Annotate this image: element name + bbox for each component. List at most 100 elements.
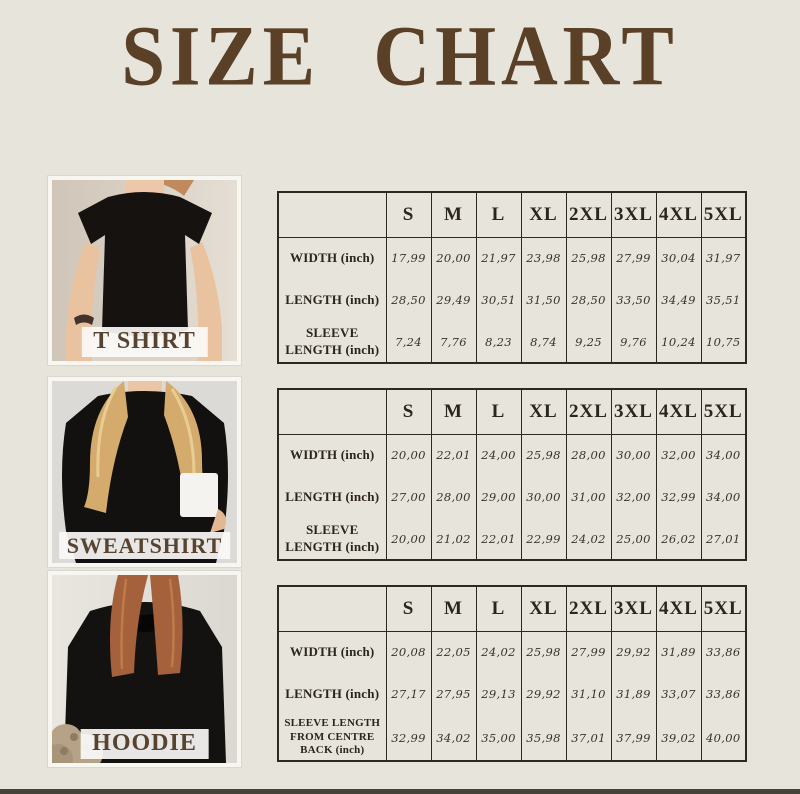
measurement-cell: 10,24 (655, 321, 702, 363)
measurement-cell: 22,01 (475, 518, 522, 560)
bottom-edge-strip (0, 789, 800, 794)
measurement-cell: 20,00 (385, 434, 432, 476)
measurement-cell: 40,00 (700, 715, 747, 761)
measurement-cell: 27,95 (430, 673, 477, 715)
size-header-m: M (430, 192, 477, 238)
measurement-cell: 22,05 (430, 631, 477, 673)
measurement-cell: 29,92 (610, 631, 657, 673)
width-row: WIDTH (inch) 20,00 22,01 24,00 25,98 28,… (277, 434, 747, 476)
size-header-s: S (385, 389, 432, 435)
measurement-cell: 24,00 (475, 434, 522, 476)
measurement-cell: 7,24 (385, 321, 432, 363)
product-photo-tshirt: T SHIRT (48, 176, 241, 365)
measurement-cell: 25,98 (520, 434, 567, 476)
measurement-cell: 29,00 (475, 476, 522, 518)
measurement-cell: 30,00 (610, 434, 657, 476)
measurement-cell: 25,98 (520, 631, 567, 673)
corner-cell (277, 586, 387, 632)
product-photo-hoodie: HOODIE (48, 571, 241, 767)
measurement-cell: 28,50 (565, 279, 612, 321)
size-header-m: M (430, 586, 477, 632)
size-header-5xl: 5XL (700, 389, 747, 435)
measurement-cell: 17,99 (385, 237, 432, 279)
row-label: WIDTH (inch) (277, 237, 387, 279)
size-header-s: S (385, 192, 432, 238)
hair-highlights (120, 578, 175, 670)
measurement-cell: 33,50 (610, 279, 657, 321)
size-table-sweatshirt: S M L XL 2XL 3XL 4XL 5XL WIDTH (inch) 20… (277, 388, 747, 561)
measurement-cell: 28,00 (565, 434, 612, 476)
measurement-cell: 25,98 (565, 237, 612, 279)
dog-speckle (60, 747, 68, 755)
measurement-cell: 10,75 (700, 321, 747, 363)
measurement-cell: 22,99 (520, 518, 567, 560)
measurement-cell: 27,99 (565, 631, 612, 673)
row-label: LENGTH (inch) (277, 279, 387, 321)
measurement-cell: 33,86 (700, 673, 747, 715)
measurement-cell: 32,00 (655, 434, 702, 476)
measurement-cell: 28,00 (430, 476, 477, 518)
measurement-cell: 27,99 (610, 237, 657, 279)
product-label-sweatshirt: SWEATSHIRT (58, 531, 231, 559)
measurement-cell: 27,00 (385, 476, 432, 518)
size-header-xl: XL (520, 389, 567, 435)
measurement-cell: 8,23 (475, 321, 522, 363)
size-header-xl: XL (520, 586, 567, 632)
measurement-cell: 24,02 (565, 518, 612, 560)
size-header-4xl: 4XL (655, 192, 702, 238)
neck-skin (128, 381, 162, 394)
measurement-cell: 7,76 (430, 321, 477, 363)
measurement-cell: 34,02 (430, 715, 477, 761)
hoodie-shape (64, 602, 226, 763)
measurement-cell: 33,86 (700, 631, 747, 673)
row-label: SLEEVE LENGTH (inch) (277, 518, 387, 560)
length-row: LENGTH (inch) 27,17 27,95 29,13 29,92 31… (277, 673, 747, 715)
size-header-4xl: 4XL (655, 389, 702, 435)
measurement-cell: 9,76 (610, 321, 657, 363)
size-header-l: L (475, 389, 522, 435)
page-title: SIZE CHART (121, 8, 679, 104)
measurement-cell: 20,08 (385, 631, 432, 673)
measurement-cell: 26,02 (655, 518, 702, 560)
measurement-cell: 20,00 (385, 518, 432, 560)
measurement-cell: 34,00 (700, 434, 747, 476)
measurement-cell: 33,07 (655, 673, 702, 715)
row-label: LENGTH (inch) (277, 673, 387, 715)
size-header-5xl: 5XL (700, 586, 747, 632)
size-header-2xl: 2XL (565, 389, 612, 435)
measurement-cell: 23,98 (520, 237, 567, 279)
width-row: WIDTH (inch) 17,99 20,00 21,97 23,98 25,… (277, 237, 747, 279)
right-arm-skin (190, 242, 222, 361)
measurement-cell: 39,02 (655, 715, 702, 761)
row-label: LENGTH (inch) (277, 476, 387, 518)
size-header-s: S (385, 586, 432, 632)
size-header-4xl: 4XL (655, 586, 702, 632)
size-header-row: S M L XL 2XL 3XL 4XL 5XL (277, 192, 747, 238)
measurement-cell: 31,97 (700, 237, 747, 279)
measurement-cell: 29,49 (430, 279, 477, 321)
size-header-2xl: 2XL (565, 586, 612, 632)
hair-highlights (96, 386, 196, 478)
corner-cell (277, 192, 387, 238)
measurement-cell: 35,98 (520, 715, 567, 761)
row-label: SLEEVE LENGTH (inch) (277, 321, 387, 363)
width-row: WIDTH (inch) 20,08 22,05 24,02 25,98 27,… (277, 631, 747, 673)
row-label: WIDTH (inch) (277, 631, 387, 673)
measurement-cell: 31,50 (520, 279, 567, 321)
measurement-cell: 24,02 (475, 631, 522, 673)
measurement-cell: 31,89 (655, 631, 702, 673)
dog-speckle (70, 733, 78, 741)
measurement-cell: 32,99 (655, 476, 702, 518)
size-header-l: L (475, 192, 522, 238)
size-header-xl: XL (520, 192, 567, 238)
size-table-tshirt: S M L XL 2XL 3XL 4XL 5XL WIDTH (inch) 17… (277, 191, 747, 364)
size-header-2xl: 2XL (565, 192, 612, 238)
mug-shape (180, 473, 218, 517)
hair-left (84, 381, 128, 513)
measurement-cell: 9,25 (565, 321, 612, 363)
measurement-cell: 29,92 (520, 673, 567, 715)
corner-cell (277, 389, 387, 435)
hair-left (110, 575, 148, 677)
measurement-cell: 31,00 (565, 476, 612, 518)
